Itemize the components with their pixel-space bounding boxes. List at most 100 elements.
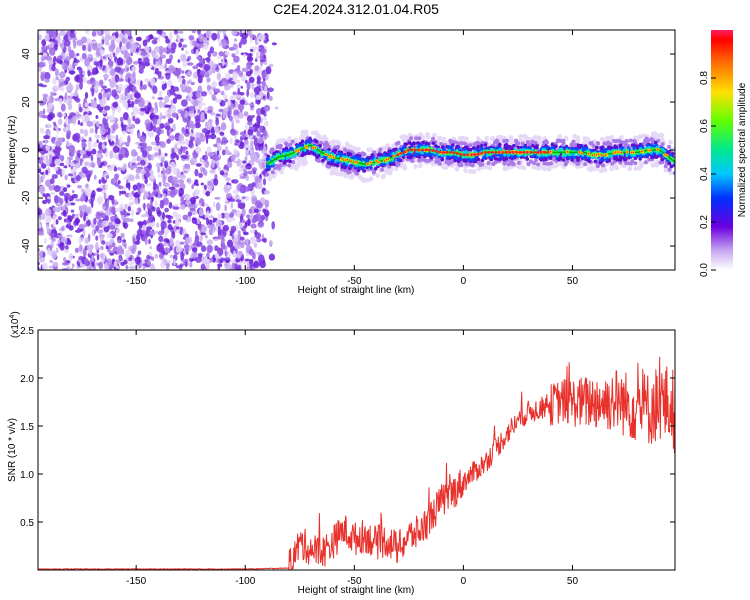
noise-blob (231, 30, 238, 37)
noise-blob (167, 79, 173, 88)
noise-blob (132, 192, 140, 198)
noise-blob (112, 145, 120, 153)
noise-blob (226, 250, 232, 258)
noise-blob (254, 65, 260, 72)
noise-blob (128, 265, 136, 270)
noise-blob (184, 261, 188, 268)
noise-blob (99, 49, 105, 55)
noise-blob (43, 238, 47, 244)
noise-blob (212, 51, 218, 57)
noise-blob (256, 36, 260, 46)
noise-blob (115, 228, 120, 234)
noise-blob (136, 155, 141, 162)
noise-blob (222, 226, 229, 232)
noise-blob (177, 59, 181, 63)
noise-blob (176, 154, 179, 161)
noise-blob (219, 170, 225, 176)
noise-blob (91, 67, 99, 75)
noise-blob (198, 58, 206, 65)
noise-blob (109, 80, 116, 88)
noise-blob (127, 135, 131, 144)
noise-blob (107, 166, 114, 172)
noise-blob (246, 61, 252, 70)
noise-blob (82, 173, 86, 178)
noise-blob (86, 120, 94, 127)
noise-blob (219, 99, 226, 107)
noise-blob (239, 236, 245, 241)
ridge-point (504, 143, 509, 147)
noise-blob (38, 232, 45, 236)
ridge-point (615, 157, 620, 162)
noise-blob (199, 134, 206, 142)
noise-blob (211, 32, 218, 41)
noise-blob (244, 144, 251, 151)
ridge-point (502, 166, 508, 171)
noise-blob (189, 207, 196, 212)
noise-blob (130, 249, 136, 254)
noise-blob (61, 62, 69, 71)
noise-blob (127, 35, 133, 40)
ridge-point (380, 174, 386, 180)
ridge-point (284, 141, 289, 146)
noise-blob (103, 224, 110, 233)
noise-blob (262, 178, 267, 186)
noise-blob (85, 30, 90, 35)
noise-blob (74, 162, 81, 169)
noise-blob (103, 105, 111, 111)
noise-blob (80, 236, 84, 242)
noise-blob (81, 204, 87, 213)
noise-blob (166, 138, 171, 144)
noise-blob (245, 195, 250, 202)
ridge-point (301, 161, 307, 167)
noise-blob (127, 206, 131, 212)
ridge-point (394, 141, 399, 146)
noise-blob (139, 64, 144, 71)
noise-blob (49, 163, 56, 168)
noise-blob (239, 30, 243, 33)
ridge-point (484, 135, 490, 141)
noise-blob (202, 42, 209, 50)
noise-blob (271, 42, 277, 46)
noise-blob (231, 179, 239, 184)
noise-blob (98, 92, 103, 100)
noise-blob (157, 60, 161, 66)
ridge-point (558, 156, 563, 161)
noise-blob (38, 174, 41, 179)
noise-blob (110, 43, 116, 50)
noise-blob (267, 87, 274, 93)
noise-blob (45, 55, 52, 61)
noise-blob (91, 43, 98, 51)
noise-blob (95, 115, 99, 120)
noise-blob (251, 82, 255, 90)
noise-blob (145, 228, 152, 237)
noise-blob (54, 145, 61, 154)
noise-blob (116, 247, 124, 255)
noise-blob (170, 104, 177, 113)
noise-blob (100, 55, 103, 60)
noise-blob (216, 32, 221, 40)
noise-blob (60, 236, 68, 244)
noise-blob (211, 81, 217, 88)
noise-blob (192, 99, 199, 107)
noise-blob (201, 161, 206, 165)
noise-blob (82, 228, 86, 237)
figure-title: C2E4.2024.312.01.04.R05 (273, 1, 439, 17)
noise-blob (230, 259, 236, 264)
noise-blob (64, 116, 69, 125)
noise-blob (195, 146, 202, 154)
noise-blob (215, 202, 221, 211)
noise-blob (98, 141, 103, 151)
noise-blob (104, 241, 111, 247)
ridge-point (356, 168, 361, 173)
noise-blob (146, 203, 151, 209)
ridge-point (599, 136, 605, 142)
noise-blob (95, 241, 99, 251)
noise-blob (254, 143, 260, 151)
ridge-point (434, 159, 439, 164)
noise-blob (246, 56, 254, 62)
noise-blob (241, 208, 246, 217)
ridge-point (440, 157, 445, 162)
noise-blob (59, 162, 65, 167)
noise-blob (174, 239, 181, 248)
noise-blob (79, 81, 83, 90)
